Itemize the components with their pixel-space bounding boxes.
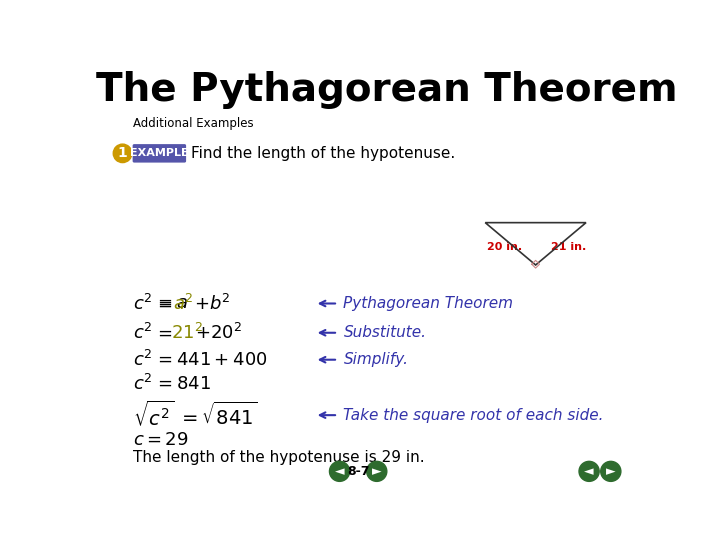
Circle shape [579,461,599,481]
Text: 20 in.: 20 in. [487,242,522,252]
Text: $21^2$: $21^2$ [171,323,203,343]
Text: The Pythagorean Theorem: The Pythagorean Theorem [96,71,678,109]
Text: 8-7: 8-7 [347,465,369,478]
Text: Additional Examples: Additional Examples [132,117,253,130]
Text: Take the square root of each side.: Take the square root of each side. [343,408,604,423]
Text: $\it{c}^2$: $\it{c}^2$ [132,293,152,314]
Text: Substitute.: Substitute. [343,325,426,340]
Text: 21 in.: 21 in. [551,242,586,252]
Text: 1: 1 [117,146,127,160]
Circle shape [330,461,350,481]
Text: $+ \it{b}^2$: $+ \it{b}^2$ [194,293,230,314]
Text: $\it{c} = 29$: $\it{c} = 29$ [132,431,188,449]
Text: The length of the hypotenuse is 29 in.: The length of the hypotenuse is 29 in. [132,450,424,465]
Text: ►: ► [606,465,616,478]
Circle shape [113,144,132,163]
Text: Find the length of the hypotenuse.: Find the length of the hypotenuse. [191,146,455,161]
Text: $\it{c}^2$: $\it{c}^2$ [132,374,152,394]
Circle shape [366,461,387,481]
Text: ◄: ◄ [585,465,594,478]
FancyBboxPatch shape [132,144,186,163]
Text: $= $: $= $ [154,324,173,342]
Text: Simplify.: Simplify. [343,352,408,367]
Text: ►: ► [372,465,382,478]
Text: $= 441 + 400$: $= 441 + 400$ [154,350,268,369]
Text: $+ 20^2$: $+ 20^2$ [194,323,241,343]
Text: $\it{c}^2$: $\it{c}^2$ [132,350,152,370]
Text: $= \it{a}$: $= \it{a}$ [154,294,188,313]
Text: $= \sqrt{841}$: $= \sqrt{841}$ [178,402,257,429]
Circle shape [600,461,621,481]
Text: $\it{a}^2$: $\it{a}^2$ [173,293,194,314]
Text: $\it{c}^2$: $\it{c}^2$ [132,323,152,343]
Text: EXAMPLE: EXAMPLE [130,148,189,158]
Text: $= $: $= $ [154,294,173,313]
Text: $\sqrt{c^2}$: $\sqrt{c^2}$ [132,400,174,430]
Text: ◄: ◄ [335,465,344,478]
Text: Pythagorean Theorem: Pythagorean Theorem [343,296,513,311]
Text: $= 841$: $= 841$ [154,375,211,393]
